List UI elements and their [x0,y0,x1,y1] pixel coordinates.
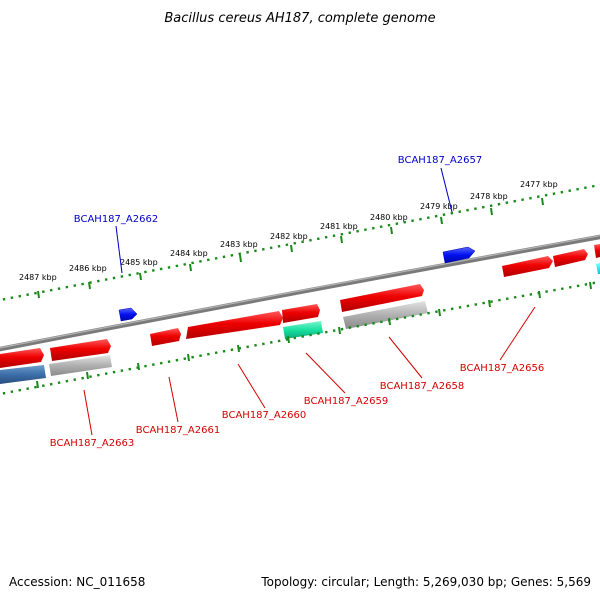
cds-arrow-red-a2661[interactable] [150,328,181,346]
accession-text: Accession: NC_011658 [9,575,145,589]
tick-label-2483: 2483 kbp [220,240,258,249]
tick-label-2485: 2485 kbp [120,258,158,267]
gene-label-a2661[interactable]: BCAH187_A2661 [136,425,220,436]
leader-a2660 [237,363,266,409]
cds-arrow-cyan-edge[interactable] [596,263,600,274]
tick-label-2481: 2481 kbp [320,222,358,231]
gene-label-a2660[interactable]: BCAH187_A2660 [222,410,306,421]
cds-arrow-blue-a2662[interactable] [118,307,138,322]
gene-label-a2662[interactable]: BCAH187_A2662 [74,214,158,225]
leader-a2659 [305,352,346,394]
cds-arrow-red-a2659[interactable] [282,304,320,323]
cds-arrow-red-a2658[interactable] [340,284,424,312]
leader-a2658 [388,336,423,379]
gene-label-a2658[interactable]: BCAH187_A2658 [380,381,464,392]
cds-arrow-teal[interactable] [283,321,323,339]
tick-label-2477: 2477 kbp [520,180,558,189]
forward-features [442,244,600,277]
genome-backbone [0,234,600,352]
cds-arrow-blue-a2657[interactable] [442,246,476,264]
outer-ruler: 2487 kbp 2486 kbp 2485 kbp 2484 kbp 2483… [0,180,600,302]
gene-label-a2659[interactable]: BCAH187_A2659 [304,396,388,407]
tick-label-2486: 2486 kbp [69,264,107,273]
genome-title: Bacillus cereus AH187, complete genome [164,11,435,26]
tick-label-2480: 2480 kbp [370,213,408,222]
leader-a2656 [499,306,536,361]
cds-arrow-red-a2663[interactable] [50,339,111,361]
inner-ruler-dots [0,280,600,396]
topology-text: Topology: circular; Length: 5,269,030 bp… [260,575,591,589]
cds-arrow-gray-a2663[interactable] [49,355,112,376]
cds-arrow-red-a2656[interactable] [502,256,553,277]
genome-backbone-highlight [0,235,600,349]
outer-ruler-ticks [37,197,544,299]
cds-arrow-red-a2656b[interactable] [553,249,588,267]
gene-label-a2657[interactable]: BCAH187_A2657 [398,155,482,166]
label-leader-lines [83,167,536,436]
inner-ruler-ticks [36,281,592,389]
tick-label-2478: 2478 kbp [470,192,508,201]
gene-label-a2663[interactable]: BCAH187_A2663 [50,438,134,449]
leader-a2661 [168,376,179,423]
tick-label-2479: 2479 kbp [420,202,458,211]
inner-ruler [0,280,600,396]
tick-label-2482: 2482 kbp [270,232,308,241]
tick-label-2487: 2487 kbp [19,273,57,282]
leader-a2663 [83,389,93,436]
cds-arrow-gray-a2658[interactable] [343,301,428,329]
cds-arrow-steel-left[interactable] [0,365,46,384]
gene-label-a2656[interactable]: BCAH187_A2656 [460,363,544,374]
backbone-lower-features [0,284,428,384]
leader-a2657 [440,167,453,213]
cds-arrow-red-edge[interactable] [594,244,600,258]
cds-arrow-red-a2660[interactable] [186,311,283,339]
leader-a2662 [115,225,123,274]
cds-arrow-red-left[interactable] [0,348,44,368]
tick-label-2484: 2484 kbp [170,249,208,258]
